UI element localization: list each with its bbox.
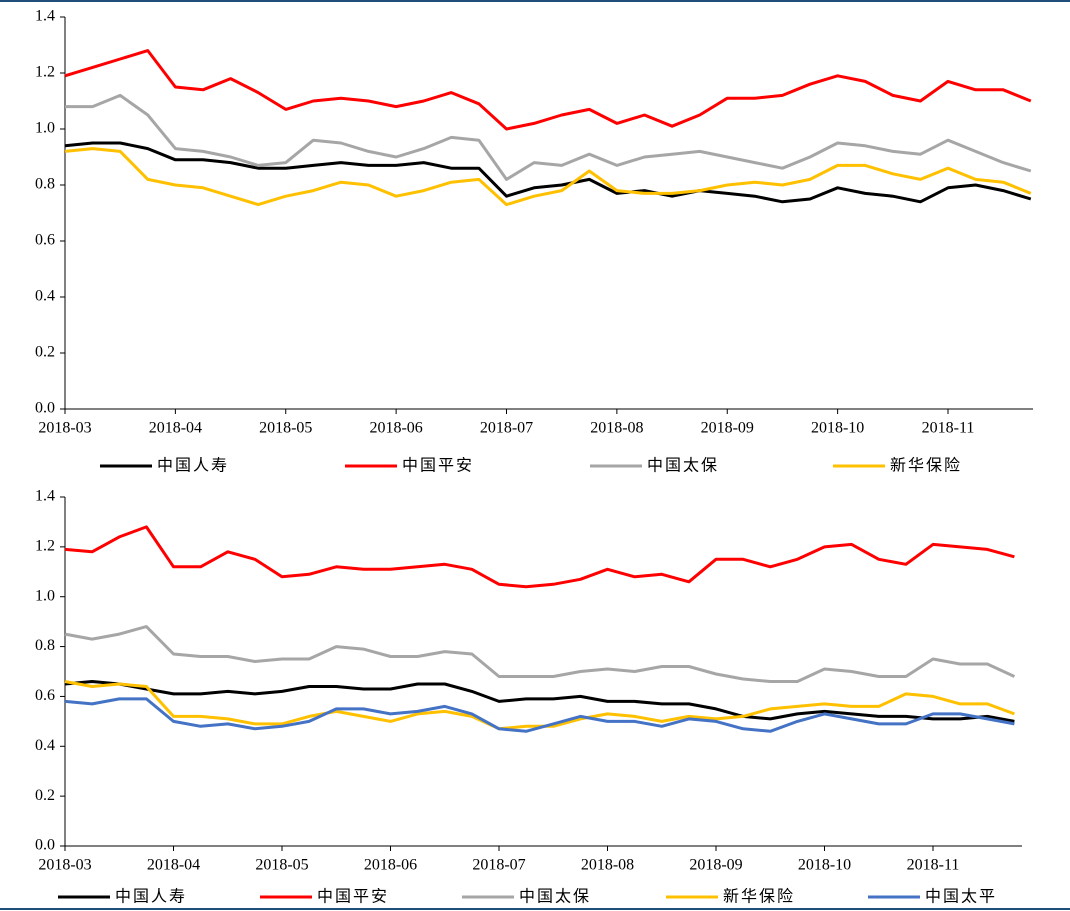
x-tick-label: 2018-10 [798, 857, 851, 874]
x-tick-label: 2018-07 [472, 857, 525, 874]
y-tick-label: 1.4 [35, 8, 55, 25]
x-tick-label: 2018-10 [811, 420, 864, 437]
x-tick-label: 2018-03 [38, 857, 91, 874]
y-tick-label: 0.0 [35, 837, 55, 854]
x-tick-label: 2018-09 [701, 420, 754, 437]
x-tick-label: 2018-05 [259, 420, 312, 437]
series-line [64, 697, 1015, 733]
y-tick-label: 0.2 [35, 344, 55, 361]
y-tick-label: 0.8 [35, 176, 55, 193]
legend-label: 中国平安 [402, 456, 474, 475]
x-tick-label: 2018-07 [480, 420, 533, 437]
y-tick-label: 0.6 [35, 232, 55, 249]
y-tick-label: 1.0 [35, 587, 55, 604]
x-tick-label: 2018-08 [590, 420, 643, 437]
series-line [64, 147, 1032, 207]
legend-label: 新华保险 [890, 456, 962, 475]
legend-label: 中国太保 [519, 887, 591, 906]
legend-label: 中国人寿 [157, 456, 229, 475]
series-line [64, 525, 1015, 589]
x-tick-label: 2018-04 [149, 420, 202, 437]
x-tick-label: 2018-05 [255, 857, 308, 874]
legend-label: 中国平安 [317, 887, 389, 906]
y-tick-label: 0.4 [35, 288, 55, 305]
y-tick-label: 0.0 [35, 400, 55, 417]
legend-label: 新华保险 [723, 887, 795, 906]
x-tick-label: 2018-11 [922, 420, 975, 437]
x-tick-label: 2018-06 [364, 857, 417, 874]
legend-label: 中国太保 [647, 456, 719, 475]
y-tick-label: 0.8 [35, 637, 55, 654]
y-tick-label: 0.2 [35, 787, 55, 804]
series-line [64, 625, 1016, 683]
x-tick-label: 2018-04 [147, 857, 200, 874]
series-line [65, 93, 1032, 181]
x-tick-label: 2018-03 [38, 420, 91, 437]
y-tick-label: 1.2 [35, 64, 55, 81]
x-tick-label: 2018-11 [907, 857, 960, 874]
series-line [64, 141, 1032, 204]
legend-label: 中国太平 [925, 887, 997, 906]
legend-label: 中国人寿 [115, 887, 187, 906]
series-line [64, 49, 1032, 131]
y-tick-label: 0.6 [35, 687, 55, 704]
x-tick-label: 2018-08 [581, 857, 634, 874]
x-tick-label: 2018-09 [689, 857, 742, 874]
x-tick-label: 2018-06 [369, 420, 422, 437]
series-line [64, 680, 1015, 723]
y-tick-label: 1.4 [35, 488, 55, 505]
y-tick-label: 1.0 [35, 120, 55, 137]
y-tick-label: 1.2 [35, 538, 55, 555]
y-tick-label: 0.4 [35, 737, 55, 754]
